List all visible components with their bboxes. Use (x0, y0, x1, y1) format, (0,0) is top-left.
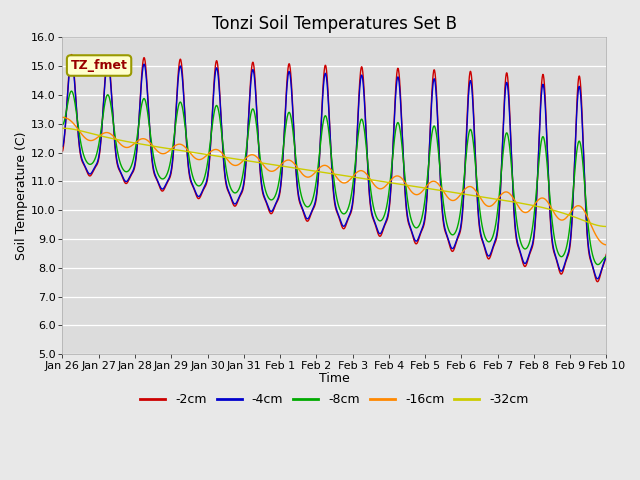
Line: -8cm: -8cm (63, 91, 607, 264)
-8cm (570, 182, 577, 188)
-32cm (362, 176, 370, 182)
-16cm (570, 206, 577, 212)
-8cm (68, 88, 76, 94)
-32cm (554, 209, 562, 215)
-4cm (570, 181, 577, 187)
-8cm (350, 170, 358, 176)
-16cm (350, 172, 358, 178)
Line: -16cm: -16cm (63, 117, 607, 245)
Legend: -2cm, -4cm, -8cm, -16cm, -32cm: -2cm, -4cm, -8cm, -16cm, -32cm (135, 388, 534, 411)
-32cm (493, 196, 500, 202)
X-axis label: Time: Time (319, 372, 350, 385)
-16cm (493, 198, 500, 204)
Text: TZ_fmet: TZ_fmet (70, 59, 127, 72)
-4cm (594, 276, 602, 282)
-2cm (59, 148, 67, 154)
-2cm (68, 52, 76, 58)
-8cm (59, 122, 67, 128)
-2cm (350, 186, 358, 192)
-2cm (603, 251, 611, 257)
-2cm (493, 235, 500, 241)
-8cm (211, 108, 218, 114)
-8cm (362, 142, 370, 148)
Line: -32cm: -32cm (63, 128, 607, 227)
-16cm (211, 147, 218, 153)
-16cm (362, 170, 370, 176)
-4cm (350, 183, 358, 189)
-32cm (570, 214, 577, 219)
-32cm (603, 224, 611, 229)
-2cm (211, 74, 218, 80)
-4cm (211, 79, 218, 85)
-4cm (603, 253, 611, 259)
-4cm (555, 264, 563, 269)
-8cm (603, 254, 611, 260)
-2cm (362, 130, 370, 135)
Y-axis label: Soil Temperature (C): Soil Temperature (C) (15, 132, 28, 260)
-32cm (350, 174, 358, 180)
Title: Tonzi Soil Temperatures Set B: Tonzi Soil Temperatures Set B (212, 15, 457, 33)
-4cm (362, 131, 370, 137)
-2cm (570, 182, 577, 188)
-2cm (593, 279, 601, 285)
-8cm (555, 251, 563, 257)
-4cm (493, 232, 500, 238)
Line: -2cm: -2cm (63, 55, 607, 282)
-4cm (68, 58, 76, 63)
-2cm (555, 265, 563, 271)
Line: -4cm: -4cm (63, 60, 607, 279)
-32cm (211, 153, 218, 158)
-4cm (59, 144, 67, 149)
-16cm (603, 242, 611, 248)
-8cm (493, 216, 500, 222)
-16cm (59, 114, 67, 120)
-32cm (59, 125, 67, 131)
-8cm (594, 262, 602, 267)
-16cm (554, 216, 562, 221)
